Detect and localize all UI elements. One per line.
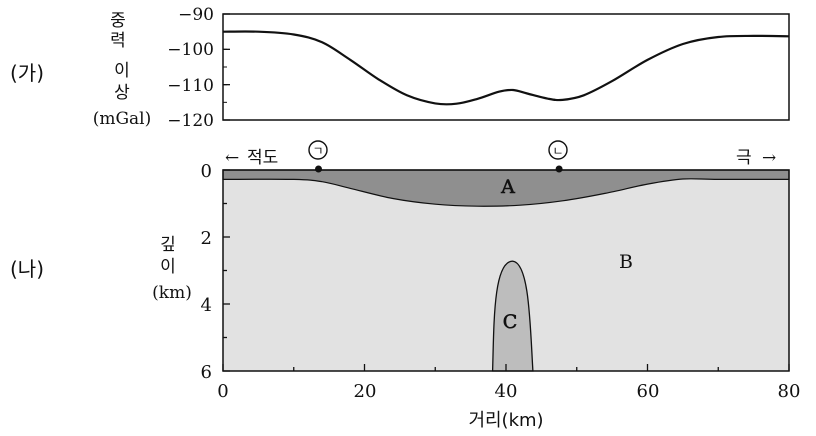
xtick-label: 20 (354, 381, 377, 402)
panel-b-ticks (222, 169, 790, 372)
panel-a-ylabel: 중 력 이 상 (mGal) (93, 11, 152, 129)
panel-b-ylabel-line-1: 깊 (160, 235, 176, 255)
panel-a-ytick-label: −100 (167, 40, 214, 60)
panel-b-ylabel: 깊 이 (km) (152, 235, 192, 303)
panel-a-frame (222, 13, 790, 121)
panel-a-ytick-label: −120 (167, 111, 214, 131)
body-c-label: C (503, 311, 518, 333)
layer-a (222, 169, 790, 207)
xtick-label: 60 (637, 381, 660, 402)
panel-b-xtick-labels: 0 20 40 60 80 (217, 381, 800, 402)
layer-b-label: B (619, 251, 633, 273)
panel-b-ytick-label: 4 (201, 295, 212, 316)
panel-b-label: (나) (10, 257, 44, 281)
body-c (491, 260, 534, 372)
panel-a-ytick-label: −110 (167, 76, 214, 96)
point-1-label: ㄱ (312, 144, 323, 158)
panel-b-yunit: (km) (152, 283, 192, 303)
panel-b-ytick-labels: 0 2 4 6 (201, 161, 212, 383)
panel-b-ylabel-line-2: 이 (160, 257, 176, 277)
panel-a-ytick-labels: −90 −100 −110 −120 (167, 5, 214, 131)
panel-a-ylabel-line-1: 중 (110, 11, 126, 31)
panel-b-ytick-label: 0 (201, 161, 212, 182)
xtick-label: 40 (495, 381, 518, 402)
panel-a-ytick-label: −90 (178, 5, 214, 25)
gravity-anomaly-curve (222, 30, 790, 106)
right-arrow: → (762, 148, 776, 168)
panel-a-ylabel-line-2: 력 (110, 31, 126, 51)
left-direction-label: 적도 (247, 148, 278, 168)
point-2-circle (548, 140, 568, 160)
xtick-label: 0 (217, 381, 228, 402)
panel-a-label: (가) (10, 61, 44, 85)
right-direction-label: 극 (736, 148, 752, 168)
point-2-marker (555, 165, 563, 173)
point-1-marker (315, 165, 322, 173)
xtick-label: 80 (778, 381, 801, 402)
panel-a-yunit: (mGal) (93, 109, 152, 129)
x-axis-label: 거리(km) (468, 410, 543, 431)
left-arrow: ← (225, 148, 239, 168)
panel-b-ytick-label: 2 (201, 228, 212, 249)
panel-a-ticks (223, 13, 230, 121)
panel-b-ytick-label: 6 (201, 362, 212, 383)
layer-a-label: A (500, 176, 515, 198)
panel-a-ylabel-line-4: 상 (114, 83, 130, 103)
point-1-circle (308, 140, 328, 160)
point-2-label: ㄴ (552, 144, 563, 158)
direction-row: ← 적도 극 → ㄱ ㄴ (225, 140, 776, 168)
panel-a-ylabel-line-3: 이 (114, 61, 130, 81)
